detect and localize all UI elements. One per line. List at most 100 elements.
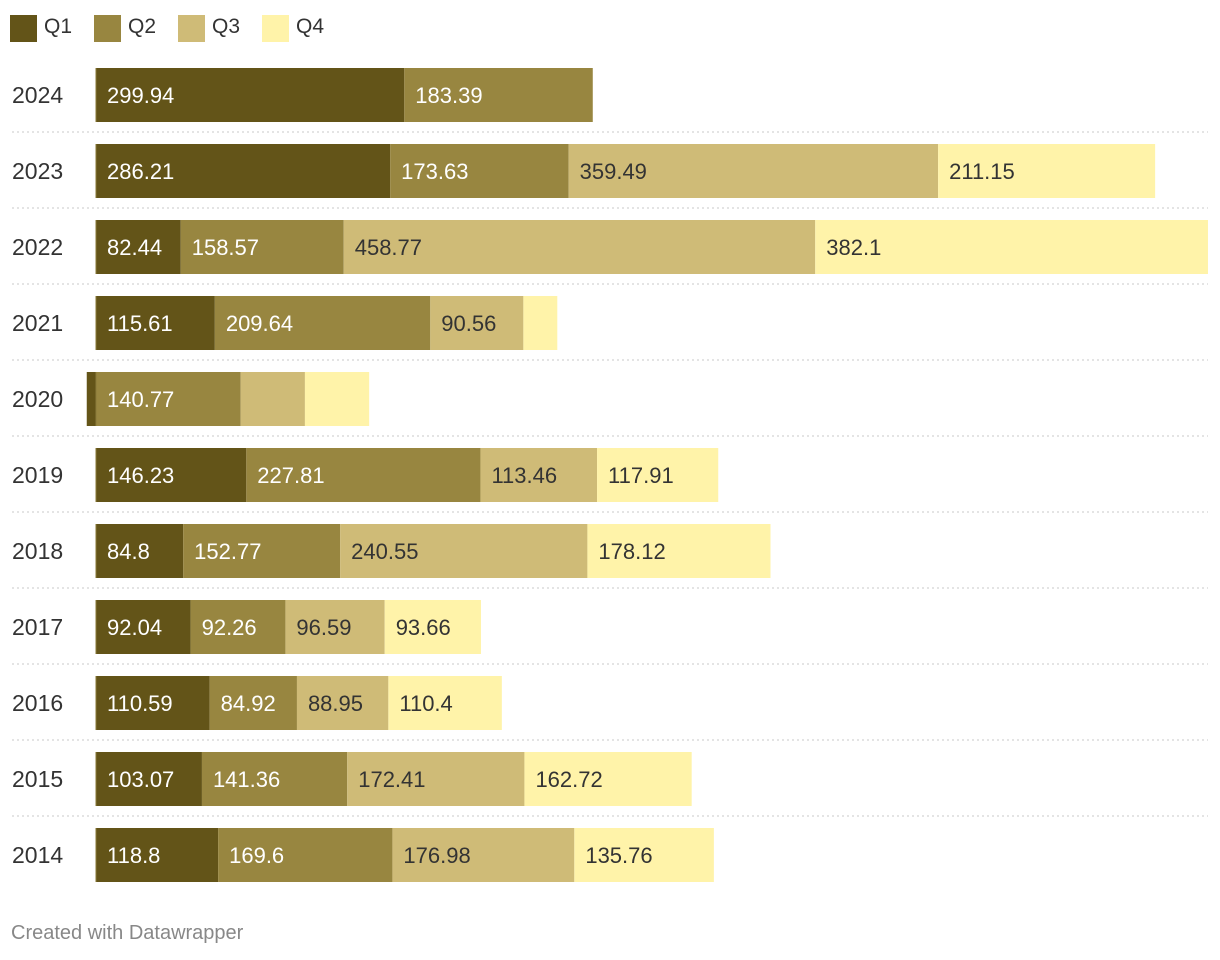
bar-2024-q2 [404,68,593,122]
category-label-2021: 2021 [12,310,63,336]
data-label-2023-q3: 359.49 [580,159,647,184]
bar-2023-q3 [568,144,939,198]
bar-row-2023: 2023 286.21 173.63 359.49 211.15 [12,144,1156,198]
data-label-2015-q1: 103.07 [107,767,174,792]
category-label-2019: 2019 [12,462,63,488]
data-label-2022-q1: 82.44 [107,235,162,260]
bar-2019-q2 [246,448,481,502]
bar-2020-q4 [304,372,370,426]
bar-2017-q3 [285,600,385,654]
bar-2018-q1 [96,524,184,578]
bar-2020-q2 [96,372,241,426]
data-label-2022-q4: 382.1 [826,235,881,260]
data-label-2014-q1: 118.8 [107,843,160,868]
data-label-2014-q4: 135.76 [585,843,652,868]
data-label-2017-q4: 93.66 [396,615,451,640]
bar-2023-q1 [96,144,391,198]
data-label-2024-q1: 299.94 [107,83,174,108]
bar-2019-q1 [96,448,247,502]
bar-2020-q1 [86,372,96,426]
bar-2015-q1 [96,752,202,806]
bar-row-2020: 2020 140.77 [12,372,370,426]
bar-2015-q3 [347,752,525,806]
bar-2024-q1 [96,68,405,122]
bar-2022-q1 [96,220,181,274]
data-label-2016-q4: 110.4 [399,691,452,716]
category-label-2014: 2014 [12,842,63,868]
bar-2022-q2 [180,220,344,274]
data-label-2015-q2: 141.36 [213,767,280,792]
data-label-2019-q2: 227.81 [257,463,324,488]
bar-2020-q3 [240,372,305,426]
data-label-2016-q3: 88.95 [308,691,363,716]
bar-row-2021: 2021 115.61 209.64 90.56 [12,296,558,350]
data-label-2016-q2: 84.92 [221,691,276,716]
bar-2015-q2 [201,752,348,806]
data-label-2016-q1: 110.59 [107,691,173,716]
data-label-2021-q2: 209.64 [226,311,293,336]
bar-2022-q4 [815,220,1208,274]
legend-swatch-q4 [262,15,289,42]
data-label-2022-q3: 458.77 [355,235,422,260]
bar-2016-q4 [388,676,502,730]
bar-2014-q3 [392,828,575,882]
data-label-2019-q3: 113.46 [491,463,557,488]
data-label-2023-q2: 173.63 [401,159,468,184]
bar-row-2015: 2015 103.07 141.36 172.41 162.72 [12,752,692,806]
data-label-2018-q2: 152.77 [194,539,261,564]
category-label-2023: 2023 [12,158,63,184]
bar-2014-q2 [218,828,393,882]
bar-2023-q2 [390,144,569,198]
data-label-2018-q3: 240.55 [351,539,418,564]
bar-2017-q1 [96,600,191,654]
category-label-2020: 2020 [12,386,63,412]
footer-credit: Created with Datawrapper [11,922,244,944]
bar-2018-q3 [340,524,588,578]
bar-2016-q3 [296,676,389,730]
data-label-2020-q2: 140.77 [107,387,174,412]
bar-2017-q4 [384,600,481,654]
bar-2018-q4 [587,524,771,578]
bar-row-2019: 2019 146.23 227.81 113.46 117.91 [12,448,719,502]
legend-swatch-q1 [10,15,37,42]
category-label-2016: 2016 [12,690,63,716]
data-label-2019-q1: 146.23 [107,463,174,488]
bar-2015-q4 [524,752,692,806]
data-label-2023-q4: 211.15 [949,159,1015,184]
data-label-2024-q2: 183.39 [415,83,482,108]
bar-row-2022: 2022 82.44 158.57 458.77 382.1 [12,220,1208,274]
legend-swatch-q2 [94,15,121,42]
bar-2022-q3 [343,220,816,274]
bar-row-2018: 2018 84.8 152.77 240.55 178.12 [12,524,771,578]
category-label-2024: 2024 [12,82,63,108]
bar-2014-q4 [574,828,714,882]
legend-label-q3: Q3 [212,15,241,38]
legend-label-q2: Q2 [128,15,157,38]
data-label-2014-q3: 176.98 [403,843,470,868]
bar-2014-q1 [96,828,219,882]
bar-2018-q2 [183,524,341,578]
bar-2019-q3 [480,448,598,502]
data-label-2017-q3: 96.59 [296,615,351,640]
data-label-2014-q2: 169.6 [229,843,284,868]
bar-2016-q1 [96,676,210,730]
data-label-2017-q2: 92.26 [202,615,257,640]
bar-row-2017: 2017 92.04 92.26 96.59 93.66 [12,600,481,654]
legend-swatch-q3 [178,15,205,42]
bar-2021-q2 [214,296,431,350]
data-label-2015-q4: 162.72 [535,767,602,792]
category-label-2017: 2017 [12,614,63,640]
bar-2019-q4 [597,448,719,502]
legend-label-q1: Q1 [44,15,73,38]
bar-row-2016: 2016 110.59 84.92 88.95 110.4 [12,676,502,730]
data-label-2021-q1: 115.61 [107,311,173,336]
category-label-2022: 2022 [12,234,63,260]
bar-row-2014: 2014 118.8 169.6 176.98 135.76 [12,828,714,882]
bar-row-2024: 2024 299.94 183.39 [12,68,593,122]
stacked-bar-chart: 2024 299.94 183.39 2023 286.21 173.63 359.49 21… [12,68,1208,882]
category-label-2015: 2015 [12,766,63,792]
data-label-2019-q4: 117.91 [608,463,674,488]
bar-2021-q3 [430,296,524,350]
legend-label-q4: Q4 [296,15,325,38]
category-label-2018: 2018 [12,538,63,564]
